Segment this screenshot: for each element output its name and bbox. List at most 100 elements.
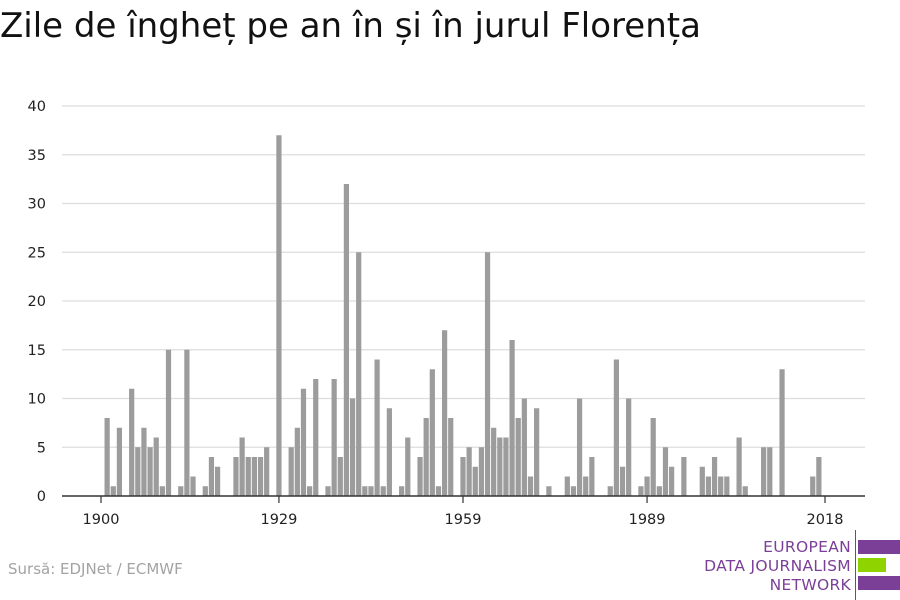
bar-1952 (417, 457, 423, 496)
bar-1969 (521, 398, 527, 496)
x-tick-label-1929: 1929 (260, 512, 297, 528)
logo-divider (855, 530, 856, 600)
bar-2017 (816, 457, 822, 496)
bar-1985 (619, 466, 626, 496)
logo-line-3: NETWORK (769, 576, 851, 594)
chart-title: Zile de îngheț pe an în și în jurul Flor… (0, 6, 701, 46)
bar-1990 (650, 418, 656, 496)
y-tick-label-10: 10 (28, 392, 46, 408)
bar-1907 (141, 427, 147, 496)
bar-1942 (356, 252, 362, 496)
bar-1914 (184, 349, 190, 496)
bar-1960 (466, 447, 472, 496)
bar-1977 (570, 486, 577, 496)
bar-2005 (742, 486, 748, 496)
bar-2008 (761, 447, 767, 496)
bar-1903 (116, 427, 123, 496)
bar-1909 (153, 437, 159, 496)
bar-1931 (288, 447, 294, 496)
bar-1918 (208, 457, 215, 496)
bar-1978 (576, 398, 583, 496)
bar-1938 (331, 379, 337, 496)
bar-1957 (448, 418, 454, 496)
y-axis-tick-labels: 0 5 10 15 20 25 30 35 40 (28, 99, 46, 505)
y-tick-label-40: 40 (28, 99, 46, 115)
bar-1954 (429, 369, 435, 496)
bar-1913 (178, 486, 184, 496)
gridlines (62, 105, 865, 448)
bar-1956 (441, 330, 448, 496)
bar-1922 (233, 457, 239, 496)
y-tick-label-5: 5 (37, 440, 46, 456)
bar-2016 (810, 476, 816, 496)
bar-1924 (245, 457, 251, 496)
bar-2004 (736, 437, 742, 496)
y-tick-label-30: 30 (28, 197, 46, 213)
logo-bar-bottom (858, 576, 900, 590)
bar-1986 (626, 398, 632, 496)
bar-1962 (478, 447, 485, 496)
y-tick-label-25: 25 (28, 245, 46, 261)
x-tick-label-1900: 1900 (83, 512, 120, 528)
logo-line-2: DATA JOURNALISM (704, 557, 851, 575)
bar-1917 (202, 486, 208, 496)
bar-1966 (503, 437, 509, 496)
bar-1915 (190, 476, 196, 496)
bar-1901 (104, 418, 110, 496)
bar-2000 (711, 457, 718, 496)
bar-1941 (349, 398, 356, 496)
bar-2002 (724, 476, 730, 496)
logo-bar-top (858, 540, 900, 554)
bar-1973 (546, 486, 552, 496)
x-tick-label-1959: 1959 (445, 512, 482, 528)
bar-1925 (251, 457, 257, 496)
bar-1906 (135, 447, 141, 496)
bar-1999 (705, 476, 712, 496)
bar-1992 (662, 447, 669, 496)
logo-line-1: EUROPEAN (763, 538, 851, 556)
x-tick-label-2018: 2018 (807, 512, 844, 528)
bar-1902 (110, 486, 116, 496)
bar-1961 (472, 466, 478, 496)
bar-1937 (325, 486, 331, 496)
bar-1993 (669, 466, 675, 496)
bar-1947 (386, 408, 392, 496)
bars (104, 135, 822, 496)
bar-1955 (435, 486, 442, 496)
bar-1964 (491, 427, 497, 496)
bar-1963 (484, 252, 491, 496)
bar-1991 (656, 486, 662, 496)
bar-1980 (589, 457, 595, 496)
bar-1983 (607, 486, 613, 496)
bar-1959 (460, 457, 466, 496)
x-axis-tick-labels: 1900 1929 1959 1989 2018 (83, 512, 844, 528)
bar-1965 (497, 437, 503, 496)
bar-1923 (239, 437, 245, 496)
bar-1971 (534, 408, 540, 496)
bar-1998 (699, 466, 705, 496)
bar-1970 (527, 476, 534, 496)
bar-1940 (343, 184, 350, 496)
bar-1905 (129, 388, 135, 496)
bar-1908 (147, 447, 153, 496)
edjnet-logo[interactable]: EUROPEAN DATA JOURNALISM NETWORK (700, 530, 900, 600)
bar-1934 (307, 486, 313, 496)
bar-1967 (509, 340, 515, 496)
bar-1933 (300, 388, 307, 496)
y-tick-label-35: 35 (28, 148, 46, 164)
bar-1932 (294, 427, 300, 496)
bar-1949 (399, 486, 405, 496)
y-tick-label-0: 0 (37, 489, 46, 505)
bar-1927 (264, 447, 270, 496)
bar-2001 (718, 476, 724, 496)
bar-1976 (564, 476, 570, 496)
bar-1979 (583, 476, 589, 496)
bar-1984 (613, 359, 619, 496)
bar-1988 (638, 486, 644, 496)
bar-1989 (644, 476, 650, 496)
bar-1919 (214, 466, 221, 496)
bar-1911 (165, 349, 172, 496)
bar-1926 (257, 457, 264, 496)
bar-1944 (368, 486, 374, 496)
